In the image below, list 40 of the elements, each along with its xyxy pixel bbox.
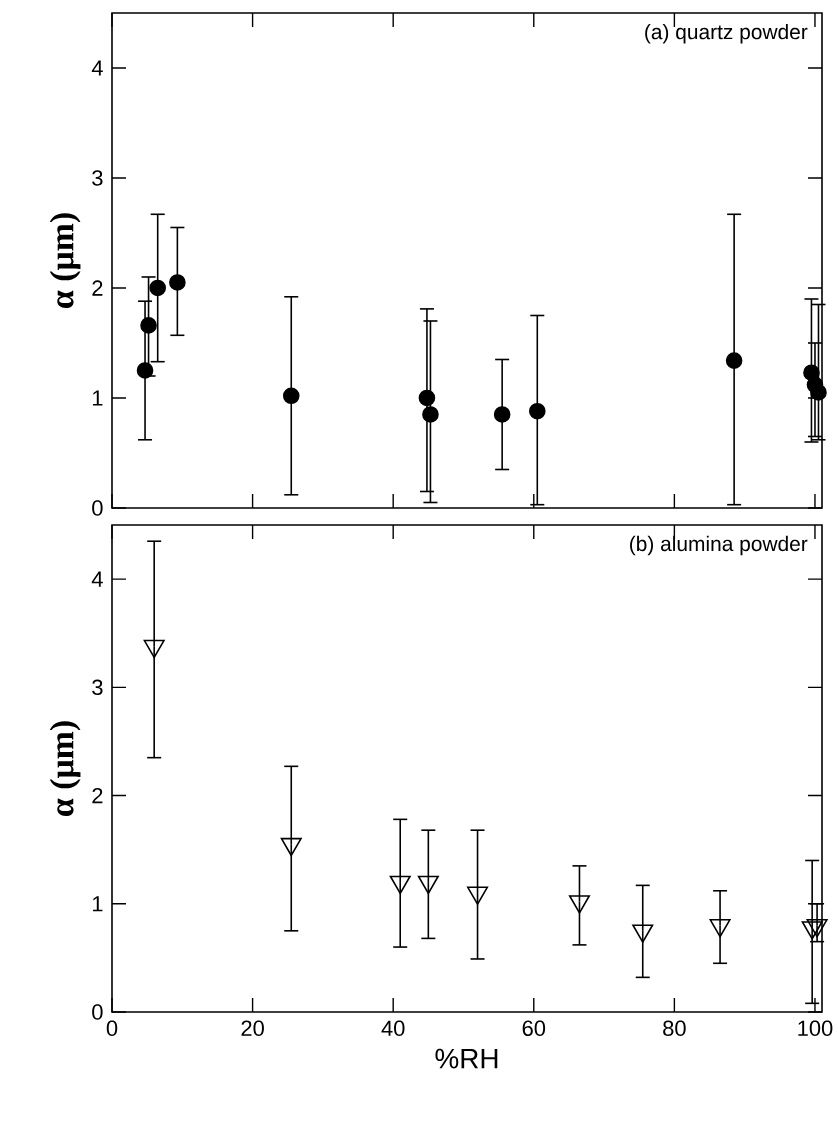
x-axis-title: %RH (435, 1048, 498, 1069)
point (169, 274, 186, 291)
annotation: (b) alumina powder (630, 535, 808, 556)
point (389, 875, 411, 895)
point (417, 875, 439, 895)
y-tick-label: 3 (92, 679, 103, 696)
y-axis-title: α (μm) (49, 213, 81, 308)
y-tick-label: 4 (91, 60, 103, 76)
x-tick-label: 100 (798, 1020, 833, 1037)
point (149, 279, 166, 297)
point (725, 352, 743, 369)
point (280, 837, 302, 857)
point (467, 886, 489, 905)
point (806, 918, 828, 938)
x-tick-label: 0 (106, 1020, 118, 1037)
y-tick-label: 4 (91, 571, 103, 587)
point (709, 918, 731, 938)
y-tick-label: 2 (92, 280, 103, 296)
point (140, 317, 157, 334)
point (136, 362, 154, 379)
point (422, 406, 439, 423)
y-axis-title: α (μm) (49, 721, 81, 816)
y-tick-label: 1 (92, 390, 103, 406)
point (568, 895, 591, 914)
point (282, 387, 300, 405)
y-tick-label: 1 (92, 896, 103, 912)
y-tick-label: 3 (92, 170, 103, 186)
x-tick-label: 20 (241, 1020, 264, 1037)
point (143, 639, 165, 659)
x-tick-label: 40 (381, 1020, 405, 1037)
point (418, 389, 436, 407)
point (493, 406, 511, 423)
annotation: (a) quartz powder (645, 23, 808, 44)
y-tick-label: 0 (92, 500, 103, 516)
point (632, 924, 654, 943)
y-tick-label: 2 (92, 787, 103, 804)
x-tick-label: 60 (522, 1020, 546, 1037)
x-tick-label: 80 (663, 1020, 686, 1037)
point (529, 402, 546, 420)
y-tick-label: 0 (92, 1004, 103, 1020)
